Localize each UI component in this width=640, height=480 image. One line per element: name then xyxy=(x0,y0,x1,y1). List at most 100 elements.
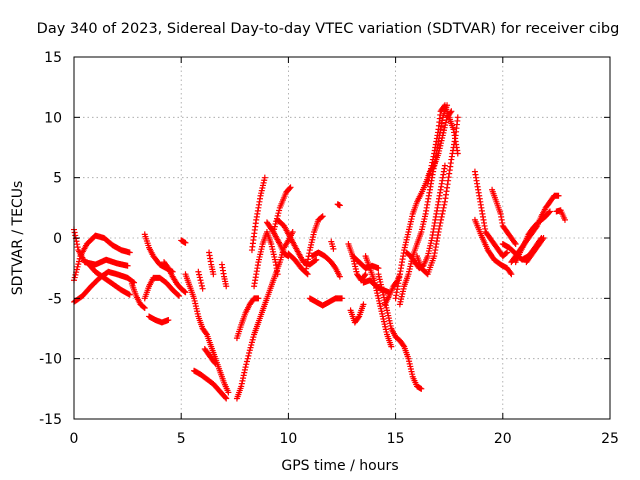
series-arc48 xyxy=(553,207,568,223)
data-point xyxy=(72,271,79,278)
series-arc20 xyxy=(248,174,268,254)
data-point xyxy=(76,255,83,262)
data-point xyxy=(222,394,229,401)
data-point xyxy=(330,245,337,252)
x-axis-label: GPS time / hours xyxy=(281,458,398,474)
data-point xyxy=(271,226,278,233)
data-point xyxy=(141,304,148,311)
series-arc35 xyxy=(375,271,425,392)
data-point xyxy=(74,263,81,270)
data-point xyxy=(427,165,434,172)
data-point xyxy=(243,358,250,365)
data-point xyxy=(507,269,514,276)
data-point xyxy=(428,162,435,169)
data-point xyxy=(355,314,362,321)
data-point xyxy=(196,271,203,278)
data-point xyxy=(210,271,217,278)
data-point xyxy=(454,114,461,121)
data-point xyxy=(276,207,283,214)
data-point xyxy=(546,208,553,215)
data-point xyxy=(126,249,133,256)
data-point xyxy=(75,261,82,268)
data-point xyxy=(248,341,255,348)
data-point xyxy=(336,273,343,280)
y-tick-label: -15 xyxy=(39,412,62,428)
data-point xyxy=(71,229,78,236)
data-point xyxy=(561,216,568,223)
data-point xyxy=(360,301,367,308)
series-arc08 xyxy=(146,313,172,326)
data-point xyxy=(286,185,293,192)
series-arc21 xyxy=(263,219,292,260)
data-point xyxy=(512,241,519,248)
data-point xyxy=(503,250,510,257)
data-point xyxy=(247,344,254,351)
data-point xyxy=(426,171,433,178)
data-point xyxy=(244,355,251,362)
data-point xyxy=(140,304,147,311)
data-point xyxy=(388,343,395,350)
data-point xyxy=(437,219,444,226)
series-arc02 xyxy=(71,232,133,284)
series-arc31 xyxy=(347,301,367,326)
series-arc44 xyxy=(471,216,515,278)
series-arc41 xyxy=(424,102,461,187)
series-arc09 xyxy=(161,259,189,296)
data-point xyxy=(429,159,436,166)
data-point xyxy=(211,359,218,366)
data-point xyxy=(74,244,81,251)
y-tick-label: 15 xyxy=(44,50,62,66)
series-arc26 xyxy=(308,249,343,280)
data-point xyxy=(198,280,205,287)
data-point xyxy=(546,209,553,216)
data-point xyxy=(182,239,189,246)
y-tick-label: 0 xyxy=(53,231,62,247)
data-point xyxy=(440,204,447,211)
series-arc03 xyxy=(71,268,138,305)
data-point xyxy=(225,389,232,396)
data-point xyxy=(270,228,277,235)
data-point xyxy=(439,207,446,214)
data-point xyxy=(339,295,345,302)
data-point xyxy=(540,235,547,241)
data-point xyxy=(238,380,245,387)
data-point xyxy=(240,372,247,379)
data-point xyxy=(318,214,325,221)
data-point xyxy=(427,168,434,175)
data-point xyxy=(241,369,248,376)
data-point xyxy=(539,236,546,243)
data-point xyxy=(197,277,204,284)
data-point xyxy=(302,268,309,275)
data-point xyxy=(271,223,278,230)
data-point xyxy=(198,282,205,289)
data-point xyxy=(199,285,206,292)
data-point xyxy=(126,291,133,298)
data-point xyxy=(439,210,446,217)
data-point xyxy=(245,352,252,359)
data-point xyxy=(424,180,431,187)
data-point xyxy=(303,265,310,272)
x-tick-label: 0 xyxy=(70,431,79,447)
data-point xyxy=(242,364,249,371)
data-point xyxy=(426,174,433,181)
data-point xyxy=(255,295,262,302)
chart-title: Day 340 of 2023, Sidereal Day-to-day VTE… xyxy=(37,21,620,37)
series-arc04 xyxy=(83,259,133,298)
data-point xyxy=(73,266,80,273)
data-point xyxy=(181,288,188,295)
data-point xyxy=(243,361,250,368)
y-tick-label: -10 xyxy=(39,352,62,368)
data-point xyxy=(362,271,369,278)
data-point xyxy=(313,256,320,263)
data-point xyxy=(336,202,343,209)
data-point xyxy=(319,213,326,220)
data-point xyxy=(176,292,183,299)
data-point xyxy=(303,262,310,269)
data-point xyxy=(304,259,311,266)
series-arc15 xyxy=(206,249,217,278)
data-point xyxy=(196,274,203,281)
data-point xyxy=(195,268,202,275)
data-point xyxy=(250,334,257,341)
data-point xyxy=(306,250,313,257)
